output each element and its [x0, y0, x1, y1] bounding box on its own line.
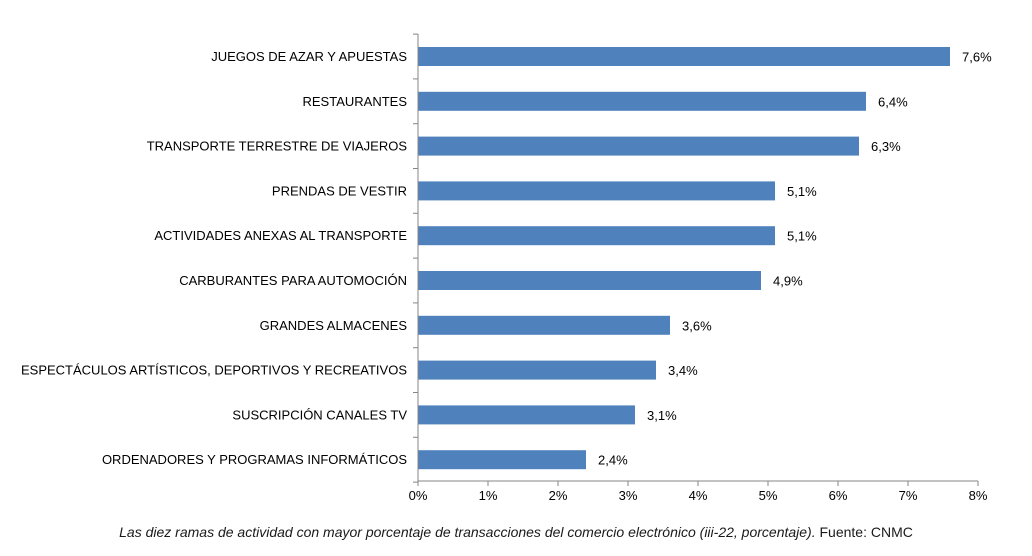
- category-label: ORDENADORES Y PROGRAMAS INFORMÁTICOS: [102, 452, 407, 467]
- category-label: GRANDES ALMACENES: [260, 318, 408, 333]
- category-label: PRENDAS DE VESTIR: [272, 183, 407, 198]
- bar-9: [418, 405, 635, 425]
- data-label: 2,4%: [598, 453, 628, 468]
- x-tick-label: 2%: [549, 488, 568, 503]
- labels-layer: JUEGOS DE AZAR Y APUESTAS 7,6% RESTAURANTE…: [21, 49, 992, 468]
- x-axis: 0% 1% 2% 3% 4% 5% 6% 7% 8%: [409, 33, 988, 503]
- data-label: 4,9%: [773, 274, 803, 289]
- bar-2: [418, 91, 866, 111]
- data-label: 3,4%: [668, 363, 698, 378]
- data-label: 7,6%: [962, 50, 992, 65]
- data-label: 5,1%: [787, 184, 817, 199]
- category-label: RESTAURANTES: [303, 94, 408, 109]
- caption-source: Fuente: CNMC: [815, 524, 913, 540]
- data-label: 5,1%: [787, 229, 817, 244]
- bar-1: [418, 47, 950, 66]
- bar-10: [418, 450, 586, 470]
- bar-5: [418, 226, 775, 246]
- x-tick-label: 8%: [969, 488, 988, 503]
- x-tick-label: 0%: [409, 488, 428, 503]
- x-tick-label: 7%: [899, 488, 918, 503]
- bar-chart: JUEGOS DE AZAR Y APUESTAS 7,6% RESTAURANTE…: [21, 33, 992, 503]
- bar-4: [418, 181, 775, 201]
- x-tick-label: 1%: [479, 488, 498, 503]
- category-label: JUEGOS DE AZAR Y APUESTAS: [211, 49, 407, 64]
- bar-8: [418, 360, 656, 380]
- data-label: 6,4%: [878, 94, 908, 109]
- category-label: CARBURANTES PARA AUTOMOCIÓN: [179, 273, 407, 288]
- data-label: 6,3%: [871, 139, 901, 154]
- caption-text: Las diez ramas de actividad con mayor po…: [119, 524, 816, 540]
- category-label: ESPECTÁCULOS ARTÍSTICOS, DEPORTIVOS Y RE…: [21, 363, 407, 378]
- x-tick-label: 5%: [759, 488, 778, 503]
- bar-7: [418, 315, 670, 335]
- x-tick-label: 3%: [619, 488, 638, 503]
- data-label: 3,6%: [682, 318, 712, 333]
- bar-3: [418, 136, 859, 156]
- data-label: 3,1%: [647, 408, 677, 423]
- x-tick-label: 4%: [689, 488, 708, 503]
- x-tick-label: 6%: [829, 488, 848, 503]
- category-label: TRANSPORTE TERRESTRE DE VIAJEROS: [147, 139, 408, 154]
- category-label: SUSCRIPCIÓN CANALES TV: [232, 407, 407, 422]
- bars-layer: [418, 47, 950, 470]
- bar-6: [418, 271, 761, 290]
- figure-caption: Las diez ramas de actividad con mayor po…: [0, 524, 1032, 540]
- category-label: ACTIVIDADES ANEXAS AL TRANSPORTE: [154, 228, 407, 243]
